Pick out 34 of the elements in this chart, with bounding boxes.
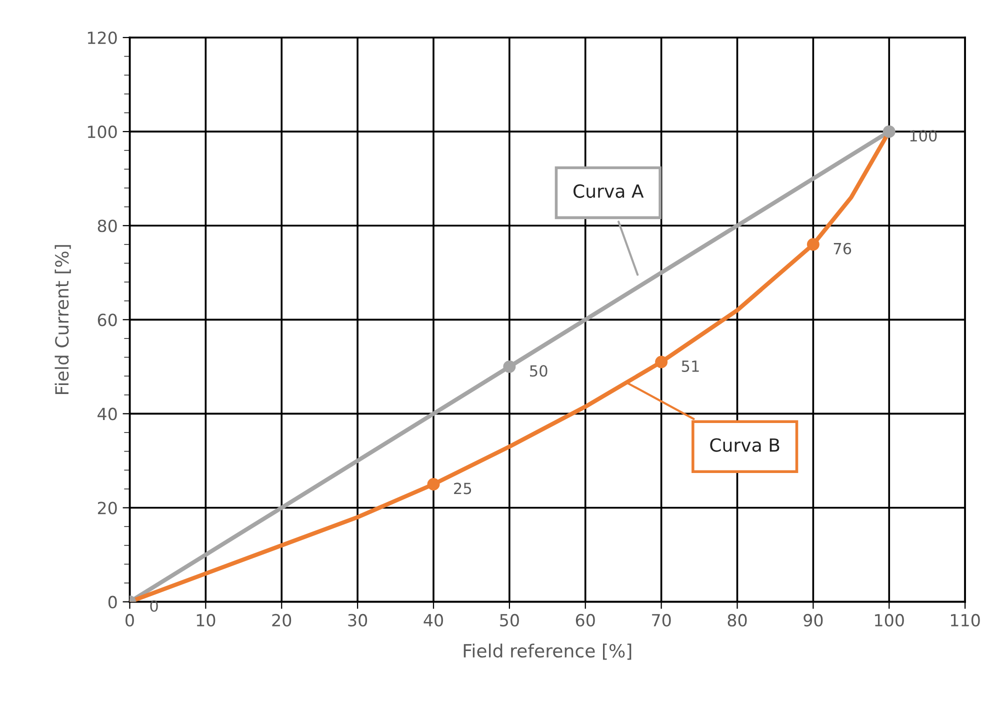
x-tick-label: 80 (728, 614, 747, 627)
x-tick-label: 100 (875, 614, 904, 627)
text: Curva B (710, 438, 780, 452)
y-axis-title: Field Current [%] (54, 245, 71, 394)
y-tick-label: 20 (98, 502, 117, 514)
x-tick-label: 0 (126, 614, 134, 627)
point (655, 356, 668, 368)
x-tick-label: 70 (652, 614, 671, 627)
point (882, 125, 896, 138)
data-label: 25 (454, 482, 472, 494)
x-tick-label: 50 (500, 614, 519, 627)
data-label: 76 (834, 242, 852, 254)
y-tick-label: 80 (98, 220, 117, 232)
data-label: 0 (150, 600, 158, 612)
x-tick-label: 110 (950, 614, 980, 627)
x-tick-label: 20 (272, 614, 292, 627)
y-tick-label: 0 (108, 596, 117, 608)
data-label: 50 (530, 365, 548, 377)
x-tick-label: 90 (804, 614, 823, 627)
x-tick-label: 10 (196, 614, 216, 627)
point (806, 238, 820, 251)
x-tick-label: 40 (424, 614, 443, 627)
x-tick-label: 30 (348, 614, 368, 627)
point (427, 478, 440, 490)
x-tick-label: 60 (576, 614, 595, 627)
y-tick-label: 100 (88, 126, 117, 138)
point (503, 360, 516, 373)
x-axis-title: Field reference [%] (464, 644, 632, 660)
data-label: 100 (910, 130, 937, 142)
data-label: 51 (682, 360, 699, 372)
y-tick-label: 60 (98, 314, 117, 326)
y-tick-label: 120 (88, 31, 117, 44)
y-tick-label: 40 (98, 408, 117, 420)
text: Curva A (574, 184, 644, 198)
